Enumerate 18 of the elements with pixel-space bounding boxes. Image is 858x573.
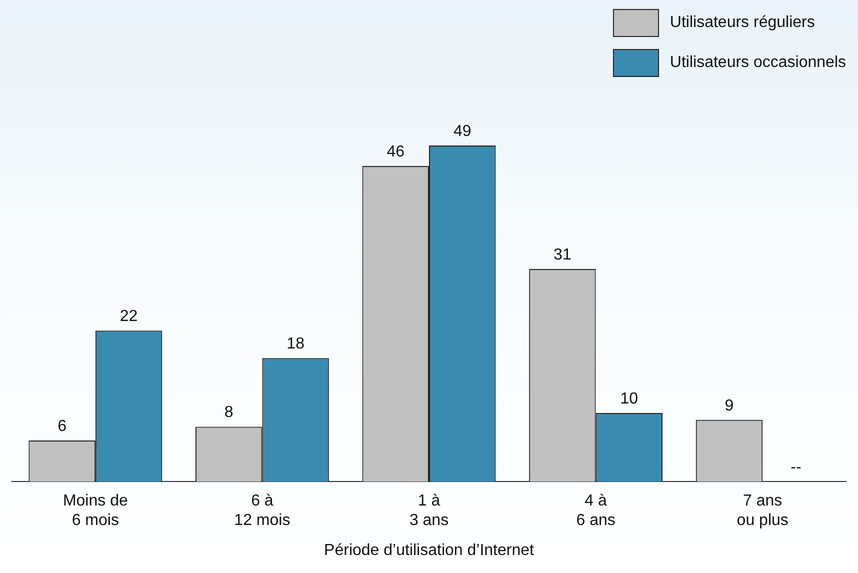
data-label: 18 xyxy=(286,336,305,353)
legend-label: Utilisateurs réguliers xyxy=(670,14,815,32)
data-label: 46 xyxy=(386,143,405,160)
x-tick-label: 1 à 3 ans xyxy=(409,492,449,529)
data-label: 10 xyxy=(620,390,638,408)
data-label: 8 xyxy=(224,404,234,422)
x-tick-label: Moins de 6 mois xyxy=(62,492,128,529)
x-axis-title: Période d’utilisation d’Internet xyxy=(323,542,535,560)
x-tick-label: 4 à 6 ans xyxy=(576,492,616,529)
legend-label: Utilisateurs occasionnels xyxy=(670,54,846,72)
x-tick-label: 7 ans ou plus xyxy=(736,492,788,529)
data-label: 6 xyxy=(58,418,67,435)
data-label: 49 xyxy=(453,122,472,140)
data-label: 31 xyxy=(554,246,572,264)
data-label: 9 xyxy=(724,397,734,414)
data-label: 22 xyxy=(120,308,138,326)
x-tick-label: 6 à 12 mois xyxy=(234,492,290,529)
text: -- xyxy=(790,459,802,476)
